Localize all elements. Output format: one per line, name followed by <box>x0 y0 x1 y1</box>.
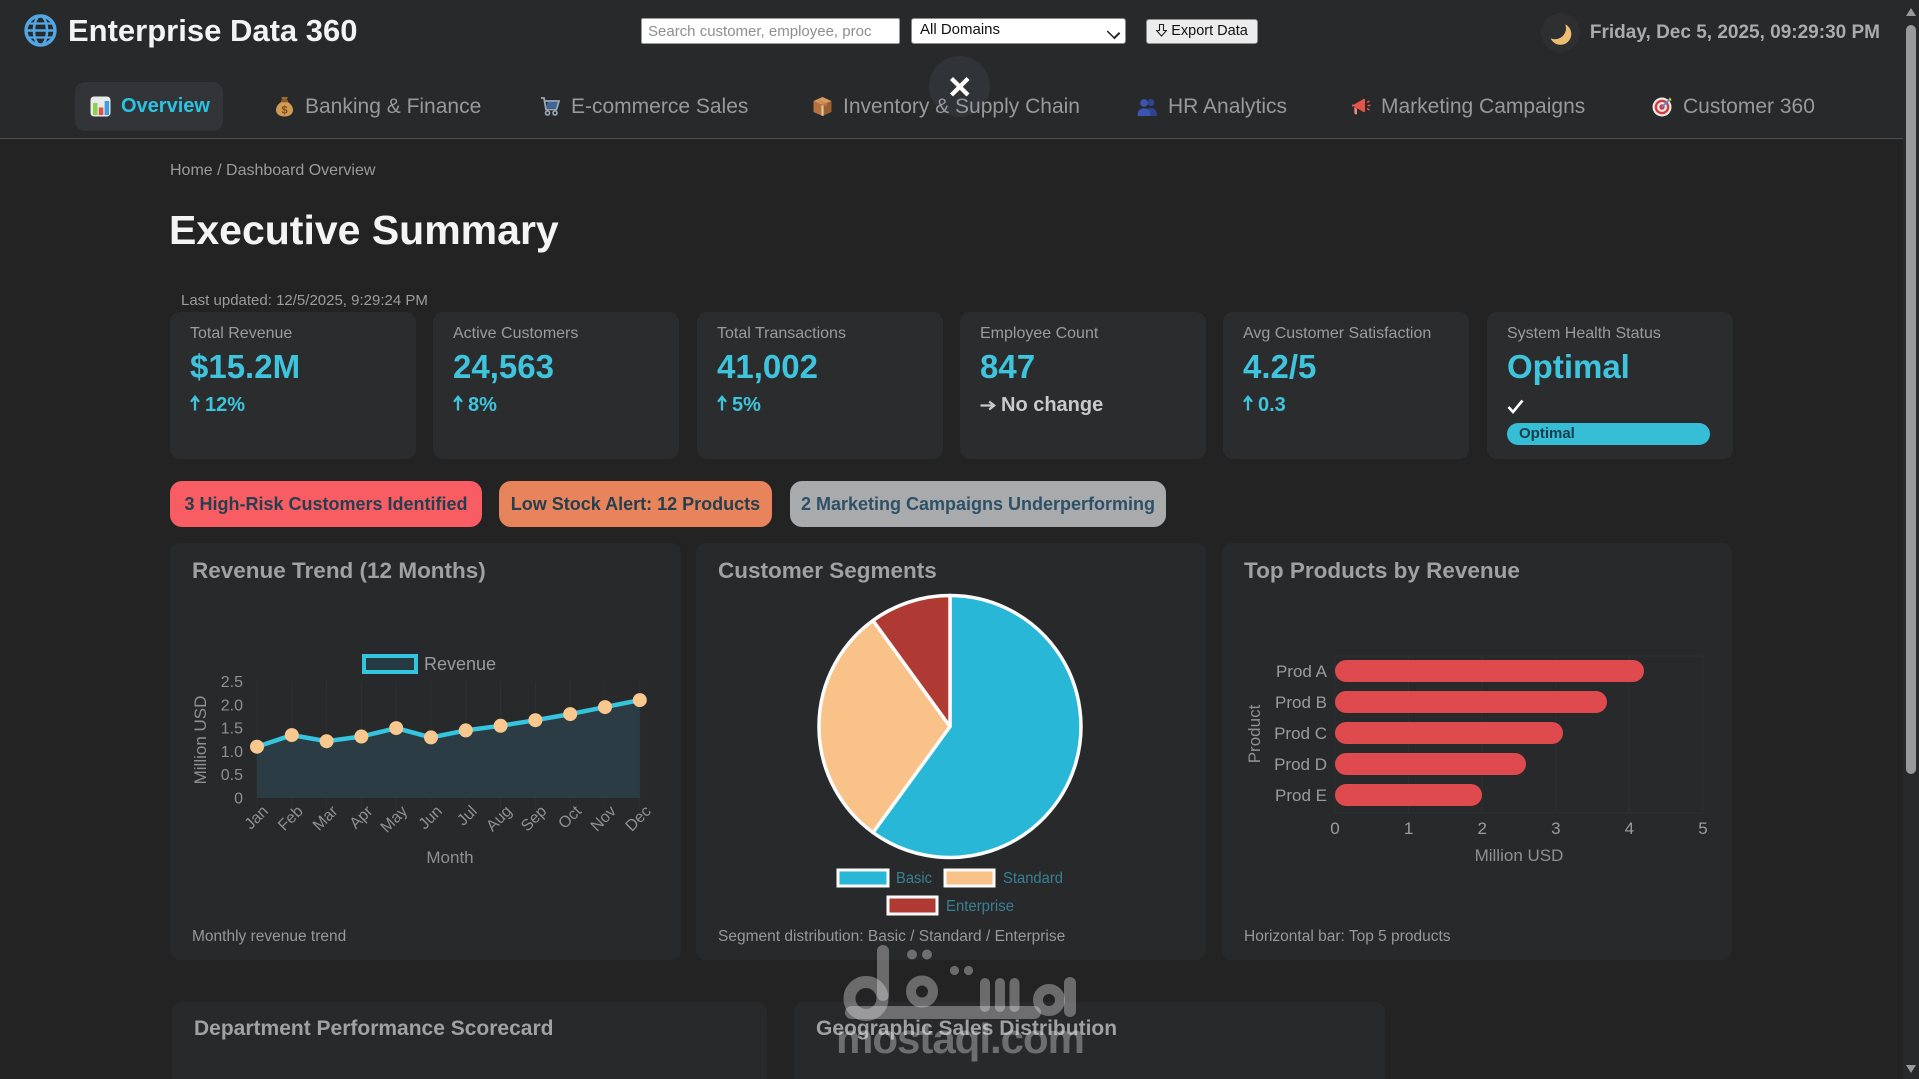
svg-text:Aug: Aug <box>483 803 515 835</box>
svg-text:Sep: Sep <box>518 803 550 835</box>
svg-text:Revenue: Revenue <box>424 654 496 674</box>
svg-text:mostaql.com: mostaql.com <box>836 1015 1084 1062</box>
svg-text:$: $ <box>281 105 287 117</box>
svg-text:2: 2 <box>1477 819 1486 838</box>
svg-text:Apr: Apr <box>347 802 377 832</box>
svg-text:3: 3 <box>1551 819 1560 838</box>
svg-text:5: 5 <box>1698 819 1707 838</box>
svg-text:Feb: Feb <box>275 803 307 835</box>
svg-text:Nov: Nov <box>588 803 620 835</box>
svg-text:Prod E: Prod E <box>1275 786 1327 805</box>
svg-text:1.5: 1.5 <box>221 721 243 738</box>
svg-text:4: 4 <box>1625 819 1634 838</box>
svg-text:Million USD: Million USD <box>1475 846 1564 865</box>
svg-text:1.0: 1.0 <box>221 744 243 761</box>
svg-text:Prod C: Prod C <box>1274 724 1327 743</box>
svg-text:1: 1 <box>1404 819 1413 838</box>
svg-text:Million USD: Million USD <box>191 696 210 785</box>
svg-text:0.5: 0.5 <box>221 767 243 784</box>
svg-text:Oct: Oct <box>555 802 585 832</box>
svg-text:2.5: 2.5 <box>221 674 243 691</box>
svg-text:May: May <box>378 803 411 836</box>
svg-text:Prod B: Prod B <box>1275 693 1327 712</box>
svg-text:Month: Month <box>426 848 473 867</box>
svg-text:Product: Product <box>1245 704 1264 763</box>
svg-text:Jun: Jun <box>416 803 446 833</box>
svg-text:Basic: Basic <box>896 870 932 887</box>
svg-text:Prod D: Prod D <box>1274 755 1327 774</box>
svg-text:Enterprise: Enterprise <box>946 898 1014 915</box>
svg-text:Jan: Jan <box>242 803 272 833</box>
svg-text:0: 0 <box>234 791 243 808</box>
svg-text:Mar: Mar <box>310 802 342 834</box>
svg-text:Dec: Dec <box>623 803 655 835</box>
svg-text:Standard: Standard <box>1003 870 1063 887</box>
svg-text:Prod A: Prod A <box>1276 662 1328 681</box>
svg-text:2.0: 2.0 <box>221 697 243 714</box>
svg-text:0: 0 <box>1330 819 1339 838</box>
svg-text:Jul: Jul <box>454 803 480 829</box>
